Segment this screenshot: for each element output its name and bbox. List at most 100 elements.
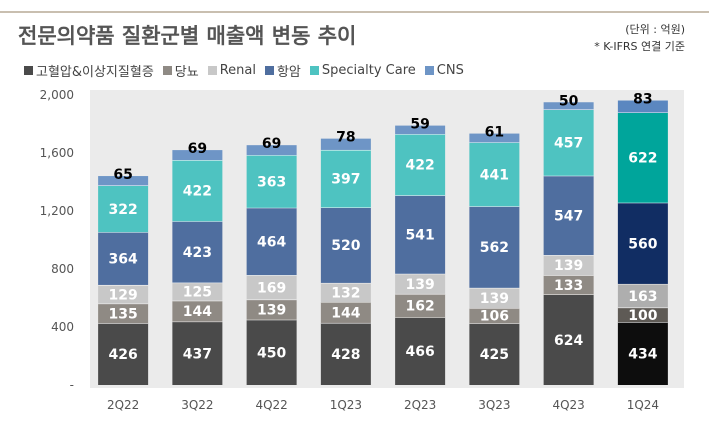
legend-swatch-specialty-care — [309, 66, 319, 75]
bar-segment — [320, 138, 371, 150]
data-label: 562 — [480, 240, 509, 256]
y-tick-label: 1,200 — [40, 204, 74, 218]
y-tick-label: 800 — [51, 262, 74, 276]
bar-segment — [98, 284, 149, 304]
bar-segment — [246, 275, 297, 300]
chart-title: 전문의약품 질환군별 매출액 변동 추이 — [18, 24, 357, 48]
legend-swatch-oncology — [264, 66, 274, 75]
bar-segment — [98, 185, 149, 233]
legend-label-specialty-care: Specialty Care — [321, 63, 416, 78]
bar-segment — [395, 195, 446, 274]
legend-swatch-cns — [424, 66, 434, 75]
data-label: 434 — [628, 347, 657, 363]
data-label: 541 — [406, 228, 435, 244]
data-label: 322 — [109, 202, 138, 218]
bar-segment — [543, 175, 594, 256]
data-label: 139 — [406, 277, 435, 293]
data-label: 622 — [628, 151, 657, 167]
data-label: 560 — [628, 236, 657, 252]
bar-segment — [172, 300, 223, 322]
data-label: 464 — [257, 234, 286, 250]
bar-segment — [172, 321, 223, 385]
bar-segment — [395, 273, 446, 294]
legend-label-hypertension: 고혈압&이상지질혈증 — [36, 65, 154, 80]
bar-segment — [469, 287, 520, 309]
legend-label-oncology: 항암 — [276, 65, 301, 80]
data-label: 50 — [559, 93, 579, 109]
data-label: 139 — [554, 258, 583, 274]
bar-segment — [98, 323, 149, 385]
data-label: 162 — [406, 299, 435, 315]
data-label: 450 — [257, 345, 286, 361]
bar-segment — [543, 294, 594, 385]
bar-segment — [469, 133, 520, 143]
data-label: 437 — [183, 346, 212, 362]
x-tick-label: 2Q23 — [404, 398, 436, 412]
data-label: 441 — [480, 167, 509, 183]
data-label: 61 — [485, 125, 504, 141]
bar-segment — [469, 206, 520, 288]
data-label: 129 — [109, 287, 138, 303]
y-tick-label: 2,000 — [40, 88, 74, 102]
data-label: 428 — [331, 347, 360, 363]
x-tick-label: 3Q23 — [478, 398, 510, 412]
bar-segment — [469, 308, 520, 324]
data-label: 364 — [109, 252, 138, 268]
data-label: 423 — [183, 245, 212, 261]
data-label: 425 — [480, 347, 509, 363]
bar-segment — [246, 207, 297, 276]
bar-segment — [246, 299, 297, 320]
x-tick-label: 2Q22 — [107, 398, 139, 412]
bar-segment — [617, 283, 668, 308]
legend-swatch-hypertension — [24, 66, 33, 75]
legend-item-hypertension: 고혈압&이상지질혈증 — [24, 61, 154, 80]
data-label: 135 — [109, 306, 138, 322]
y-tick-label: - — [70, 378, 74, 392]
data-label: 69 — [262, 136, 281, 152]
bar-segment — [320, 302, 371, 323]
data-label: 426 — [109, 347, 138, 363]
x-tick-label: 1Q23 — [330, 398, 362, 412]
data-label: 125 — [183, 285, 212, 301]
data-label: 457 — [554, 136, 583, 152]
data-label: 139 — [480, 291, 509, 307]
legend-item-diabetes: 당뇨 — [162, 61, 199, 80]
x-tick-label: 4Q22 — [255, 398, 287, 412]
data-label: 106 — [480, 309, 509, 325]
bar-segment — [98, 232, 149, 285]
bar-segment — [246, 319, 297, 385]
data-label: 78 — [336, 130, 355, 146]
data-label: 169 — [257, 280, 286, 296]
bar-segment — [617, 100, 668, 113]
legend-swatch-diabetes — [162, 66, 172, 75]
legend-label-diabetes: 당뇨 — [174, 65, 199, 80]
data-label: 69 — [188, 141, 207, 157]
legend: 고혈압&이상지질혈증 당뇨 Renal 항암 Specialty Care CN… — [24, 61, 464, 80]
bar-segment — [617, 307, 668, 323]
legend-label-renal: Renal — [219, 63, 256, 78]
data-label: 624 — [554, 333, 583, 349]
data-label: 144 — [183, 304, 212, 320]
bar-segment — [172, 221, 223, 283]
x-tick-label: 1Q24 — [627, 398, 659, 412]
bar-segment — [246, 145, 297, 156]
bar-segment — [469, 323, 520, 385]
bar-segment — [469, 142, 520, 207]
legend-item-specialty-care: Specialty Care — [309, 63, 416, 78]
data-label: 363 — [257, 174, 286, 190]
legend-item-oncology: 항암 — [264, 61, 301, 80]
bar-segment — [395, 317, 446, 385]
data-label: 65 — [113, 167, 132, 183]
bar-segment — [395, 293, 446, 318]
bar-segment — [543, 255, 594, 276]
legend-item-cns: CNS — [424, 63, 464, 78]
basis-note: * K-IFRS 연결 기준 — [594, 40, 685, 53]
bar-segment — [617, 202, 668, 284]
data-label: 100 — [628, 308, 657, 324]
x-tick-label: 4Q23 — [552, 398, 584, 412]
bar-segment — [320, 282, 371, 303]
bar-segment — [617, 112, 668, 203]
unit-label: (단위 : 억원) — [625, 23, 685, 36]
data-label: 144 — [331, 306, 360, 322]
